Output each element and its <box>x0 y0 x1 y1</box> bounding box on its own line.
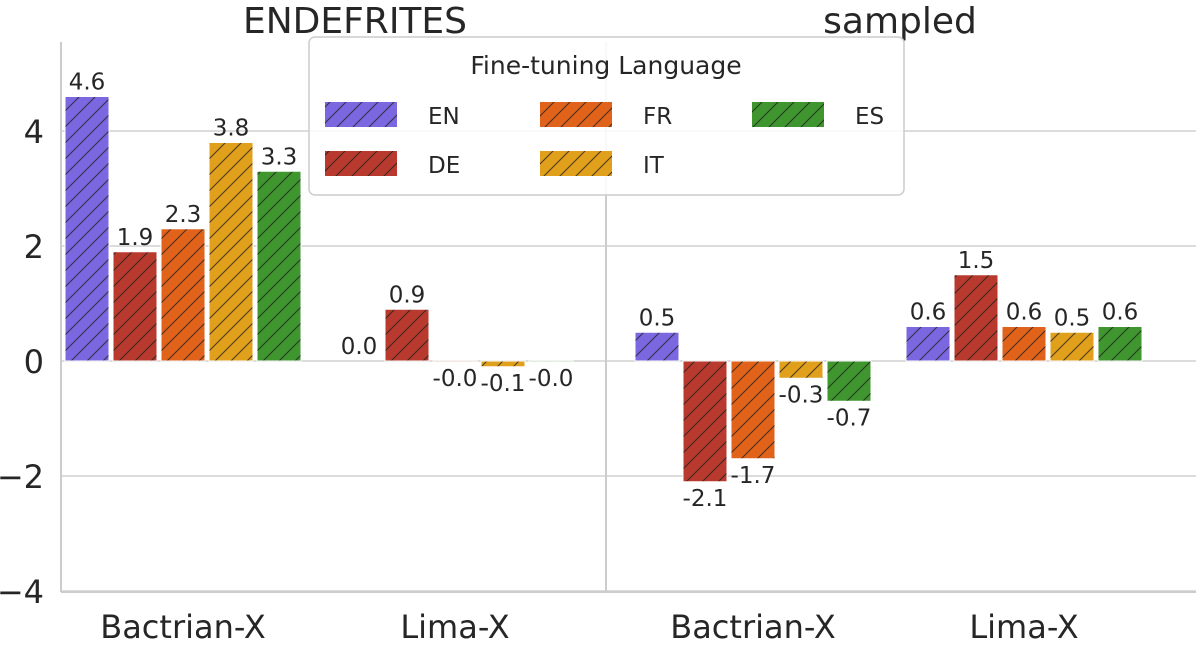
bar-en <box>634 331 680 362</box>
x-tick-label: Bactrian-X <box>670 608 836 646</box>
bar-value-label: 0.6 <box>1006 300 1043 326</box>
bar-es <box>256 170 302 362</box>
bar-value-label: 0.9 <box>389 282 426 308</box>
x-tick-label: Bactrian-X <box>100 608 266 646</box>
legend-swatch-it <box>540 151 612 176</box>
bar-fr <box>730 360 776 460</box>
bar-en <box>64 96 110 362</box>
bar-de <box>953 274 999 362</box>
legend-swatch-fr <box>540 102 612 127</box>
bar-es <box>1097 326 1143 362</box>
bar-value-label: 0.0 <box>341 334 378 360</box>
bar-value-label: -0.3 <box>779 382 824 408</box>
bar-value-label: 3.8 <box>213 116 250 142</box>
bar-value-label: 3.3 <box>261 144 298 170</box>
bar-it <box>1049 331 1095 362</box>
legend-label: ES <box>855 104 884 130</box>
bar-value-label: 1.5 <box>958 248 995 274</box>
bar-value-label: 0.5 <box>1054 305 1091 331</box>
bar-fr <box>432 360 478 363</box>
bar-labels: Bactrian-X 4.6 1.9 2.3 3.8 3.3 Lima-X 0.0 0.9 -0.… <box>69 70 1139 647</box>
bar-en <box>905 326 951 362</box>
bar-de <box>682 360 728 483</box>
y-tick-label: 0 <box>24 343 44 381</box>
bar-value-label: -0.1 <box>481 371 526 397</box>
bar-value-label: -0.7 <box>827 405 872 431</box>
legend-title: Fine-tuning Language <box>470 51 741 80</box>
bar-fr <box>1001 326 1047 362</box>
bars <box>64 96 1143 483</box>
bar-it <box>778 360 824 379</box>
bar-value-label: 0.6 <box>1102 300 1139 326</box>
panel-titles: ENDEFRITES sampled <box>243 1 977 42</box>
bar-value-label: -0.0 <box>529 366 574 392</box>
bar-value-label: 4.6 <box>69 70 106 96</box>
legend-swatch-es <box>752 102 824 127</box>
legend-swatch-de <box>325 151 397 176</box>
axes: −4 −2 0 2 4 <box>0 42 1196 611</box>
y-tick-label: −2 <box>0 458 44 496</box>
x-tick-label: Lima-X <box>400 608 509 646</box>
legend-label: EN <box>428 104 460 130</box>
bar-value-label: -2.1 <box>683 486 728 512</box>
bar-de <box>112 251 158 362</box>
bar-es <box>528 360 574 363</box>
x-tick-label: Lima-X <box>969 608 1078 646</box>
bar-value-label: 0.5 <box>639 305 676 331</box>
y-tick-label: 4 <box>24 113 44 151</box>
bar-it <box>208 142 254 362</box>
y-tick-label: −4 <box>0 573 44 611</box>
bar-es <box>826 360 872 402</box>
bar-it <box>480 360 526 368</box>
bar-value-label: 2.3 <box>165 202 202 228</box>
bar-fr <box>160 228 206 362</box>
legend-label: DE <box>428 153 460 179</box>
legend-swatch-en <box>325 102 397 127</box>
bar-value-label: 1.9 <box>117 225 154 251</box>
legend-label: IT <box>643 153 665 179</box>
panel-title: ENDEFRITES <box>243 1 467 42</box>
bar-value-label: -1.7 <box>731 463 776 489</box>
bar-value-label: 0.6 <box>910 300 947 326</box>
y-tick-label: 2 <box>24 228 44 266</box>
panel-title: sampled <box>823 1 977 42</box>
legend: Fine-tuning Language EN DE FR IT ES <box>308 36 905 196</box>
bar-value-label: -0.0 <box>433 366 478 392</box>
bar-de <box>384 308 430 362</box>
legend-label: FR <box>643 104 672 130</box>
